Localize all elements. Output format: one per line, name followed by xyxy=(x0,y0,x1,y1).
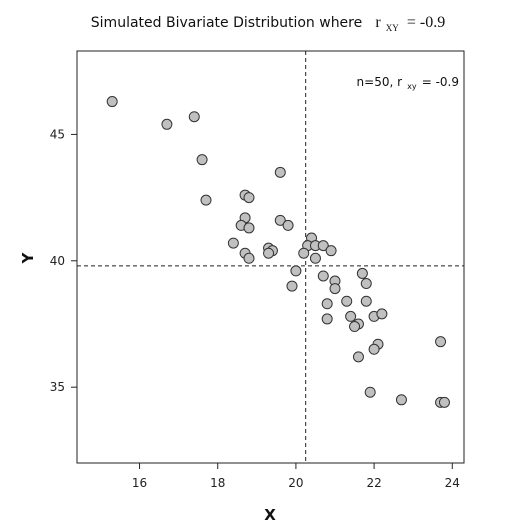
data-point xyxy=(329,283,341,295)
data-point xyxy=(188,111,200,123)
data-point xyxy=(368,343,380,355)
x-axis-title: X xyxy=(264,506,276,524)
x-tick-label: 16 xyxy=(132,476,147,490)
data-point xyxy=(298,247,310,259)
data-point xyxy=(106,96,118,108)
data-point xyxy=(325,245,337,257)
y-tick-label: 40 xyxy=(50,254,65,268)
data-point xyxy=(227,237,239,249)
x-tick-label: 24 xyxy=(445,476,460,490)
chart-title: Simulated Bivariate Distribution where r… xyxy=(91,12,445,35)
data-point xyxy=(395,394,407,406)
sample-annotation: n=50, r xy = -0.9 xyxy=(357,71,459,93)
data-point xyxy=(341,295,353,307)
data-point xyxy=(200,194,212,206)
data-point xyxy=(345,310,357,322)
x-tick-label: 20 xyxy=(288,476,303,490)
chart-title-r: r xyxy=(375,14,381,31)
data-point xyxy=(317,270,329,282)
data-point xyxy=(435,336,447,348)
x-tick-label: 22 xyxy=(366,476,381,490)
x-axis-ticks: 16 18 20 22 24 xyxy=(132,463,460,490)
data-point xyxy=(349,321,361,333)
y-tick-label: 45 xyxy=(50,127,65,141)
data-point xyxy=(352,351,364,363)
data-point xyxy=(321,313,333,325)
data-point xyxy=(364,386,376,398)
data-point xyxy=(376,308,388,320)
data-point xyxy=(161,118,173,130)
annotation-prefix: n=50, r xyxy=(357,75,403,89)
annotation-subscript: xy xyxy=(407,82,417,91)
data-point xyxy=(321,298,333,310)
data-point xyxy=(309,252,321,264)
data-point xyxy=(196,154,208,166)
data-point xyxy=(243,222,255,234)
y-axis-ticks: 35 40 45 xyxy=(50,127,77,394)
data-point xyxy=(360,278,372,290)
data-point xyxy=(263,247,275,259)
chart-title-r-subscript: XY xyxy=(386,23,399,33)
data-point xyxy=(243,192,255,204)
data-point xyxy=(274,166,286,178)
data-points xyxy=(106,96,450,408)
y-tick-label: 35 xyxy=(50,380,65,394)
chart-title-prefix: Simulated Bivariate Distribution where xyxy=(91,15,362,31)
annotation-value: = -0.9 xyxy=(422,75,459,89)
data-point xyxy=(360,295,372,307)
data-point xyxy=(317,240,329,252)
data-point xyxy=(274,214,286,226)
data-point xyxy=(438,396,450,408)
data-point xyxy=(282,219,294,231)
x-tick-label: 18 xyxy=(210,476,225,490)
data-point xyxy=(290,265,302,277)
chart-title-r-value: = -0.9 xyxy=(407,14,445,31)
y-axis-title: Y xyxy=(19,251,37,264)
data-point xyxy=(286,280,298,292)
data-point xyxy=(356,267,368,279)
data-point xyxy=(243,252,255,264)
